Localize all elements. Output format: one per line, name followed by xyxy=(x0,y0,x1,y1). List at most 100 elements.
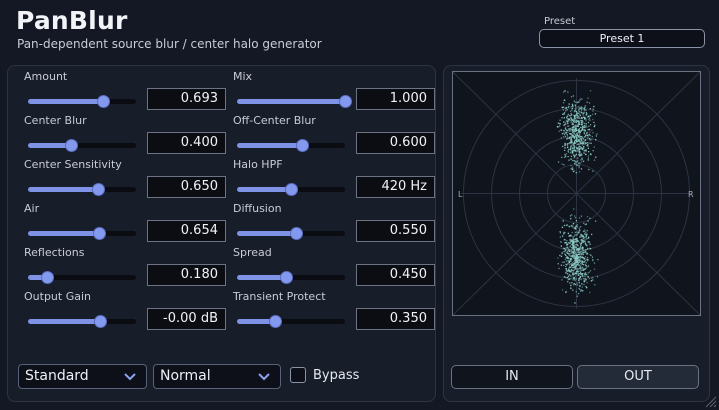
scope-dot xyxy=(570,258,572,260)
resize-grip-icon[interactable] xyxy=(703,394,717,408)
slider-thumb[interactable] xyxy=(97,96,109,107)
scope-dot xyxy=(573,235,575,237)
scope-dot xyxy=(576,270,578,272)
scope-dot xyxy=(593,262,596,264)
slider-halo-hpf[interactable] xyxy=(237,184,345,195)
scope-dot xyxy=(576,239,578,241)
scope-dot xyxy=(574,124,576,126)
value-field[interactable]: 0.350 xyxy=(356,308,435,330)
quality-dropdown[interactable]: Normal xyxy=(153,364,281,389)
scope-dot xyxy=(563,164,565,166)
slider-thumb[interactable] xyxy=(340,96,351,107)
scope-dot xyxy=(577,230,579,232)
scope-dot xyxy=(563,124,565,126)
scope-dot xyxy=(582,241,585,243)
preset-selector[interactable]: Preset 1 xyxy=(539,29,705,48)
slider-spread[interactable] xyxy=(237,272,345,283)
scope-dot xyxy=(570,275,572,277)
scope-dot xyxy=(570,234,572,236)
scope-dot xyxy=(578,106,580,108)
scope-dot xyxy=(570,137,572,139)
slider-transient-protect[interactable] xyxy=(237,316,345,327)
scope-dot xyxy=(572,242,574,244)
slider-amount[interactable] xyxy=(28,96,136,107)
chevron-down-icon xyxy=(124,373,136,381)
slider-thumb[interactable] xyxy=(93,228,105,239)
slider-center-blur[interactable] xyxy=(28,140,136,151)
slider-thumb[interactable] xyxy=(93,184,105,195)
scope-dot xyxy=(573,266,575,268)
scope-dot xyxy=(587,136,589,138)
scope-dot xyxy=(567,150,569,152)
value-field[interactable]: 0.600 xyxy=(356,132,435,154)
value-field[interactable]: 0.693 xyxy=(147,88,226,110)
slider-thumb[interactable] xyxy=(42,272,54,283)
scope-dot xyxy=(584,256,587,258)
scope-dot xyxy=(578,150,581,152)
scope-dot xyxy=(586,233,588,235)
scope-dot xyxy=(586,142,589,144)
scope-dot xyxy=(568,143,570,145)
scope-dot xyxy=(569,148,572,151)
scope-dot xyxy=(565,129,568,131)
value-field[interactable]: -0.00 dB xyxy=(147,308,226,330)
slider-thumb[interactable] xyxy=(286,184,297,195)
scope-dot xyxy=(595,220,597,222)
slider-thumb[interactable] xyxy=(269,316,281,327)
scope-dot xyxy=(574,162,576,165)
scope-dot xyxy=(580,168,583,170)
scope-dot xyxy=(568,249,570,251)
scope-dot xyxy=(585,285,587,288)
scope-dot xyxy=(592,108,594,110)
slider-off-center-blur[interactable] xyxy=(237,140,345,151)
scope-dot xyxy=(584,130,586,132)
scope-dot xyxy=(593,125,595,128)
slider-mix[interactable] xyxy=(237,96,351,107)
value-field[interactable]: 0.180 xyxy=(147,264,226,286)
slider-thumb[interactable] xyxy=(296,140,308,151)
scope-dot xyxy=(574,250,576,252)
scope-dot xyxy=(564,142,566,145)
scope-dot xyxy=(584,233,586,235)
scope-dot xyxy=(568,278,570,280)
value-field[interactable]: 0.650 xyxy=(147,176,226,198)
scope-dot xyxy=(565,247,567,249)
out-button[interactable]: OUT xyxy=(577,365,699,389)
slider-diffusion[interactable] xyxy=(237,228,345,239)
scope-dot xyxy=(577,154,580,156)
in-button[interactable]: IN xyxy=(451,365,573,389)
scope-dot xyxy=(572,130,574,132)
value-field[interactable]: 420 Hz xyxy=(356,176,435,198)
scope-dot xyxy=(582,120,584,122)
scope-dot xyxy=(567,122,569,124)
mode-dropdown[interactable]: Standard xyxy=(18,364,147,389)
value-field[interactable]: 0.550 xyxy=(356,220,435,242)
slider-thumb[interactable] xyxy=(280,272,292,283)
value-field[interactable]: 0.654 xyxy=(147,220,226,242)
scope-dot xyxy=(561,133,564,135)
value-field[interactable]: 0.450 xyxy=(356,264,435,286)
value-field[interactable]: 0.400 xyxy=(147,132,226,154)
value-field[interactable]: 1.000 xyxy=(356,88,435,110)
param-center-sensitivity: Center Sensitivity 0.650 xyxy=(24,158,229,198)
slider-thumb[interactable] xyxy=(291,228,303,239)
scope-dot xyxy=(562,106,565,108)
scope-dot xyxy=(585,272,587,274)
slider-thumb[interactable] xyxy=(95,316,107,327)
quality-dropdown-value: Normal xyxy=(160,368,211,384)
slider-air[interactable] xyxy=(28,228,136,239)
scope-dot xyxy=(565,241,568,244)
slider-reflections[interactable] xyxy=(28,272,136,283)
slider-output-gain[interactable] xyxy=(28,316,136,327)
scope-dot xyxy=(573,130,575,133)
scope-dot xyxy=(567,257,569,260)
scope-dot xyxy=(576,295,578,297)
bypass-checkbox[interactable] xyxy=(290,367,306,383)
slider-thumb[interactable] xyxy=(66,140,78,151)
scope-dot xyxy=(586,101,588,103)
slider-center-sensitivity[interactable] xyxy=(28,184,136,195)
scope-dot xyxy=(585,114,587,116)
scope-dot xyxy=(583,261,586,263)
scope-dot xyxy=(579,137,581,140)
scope-dot xyxy=(587,157,589,159)
